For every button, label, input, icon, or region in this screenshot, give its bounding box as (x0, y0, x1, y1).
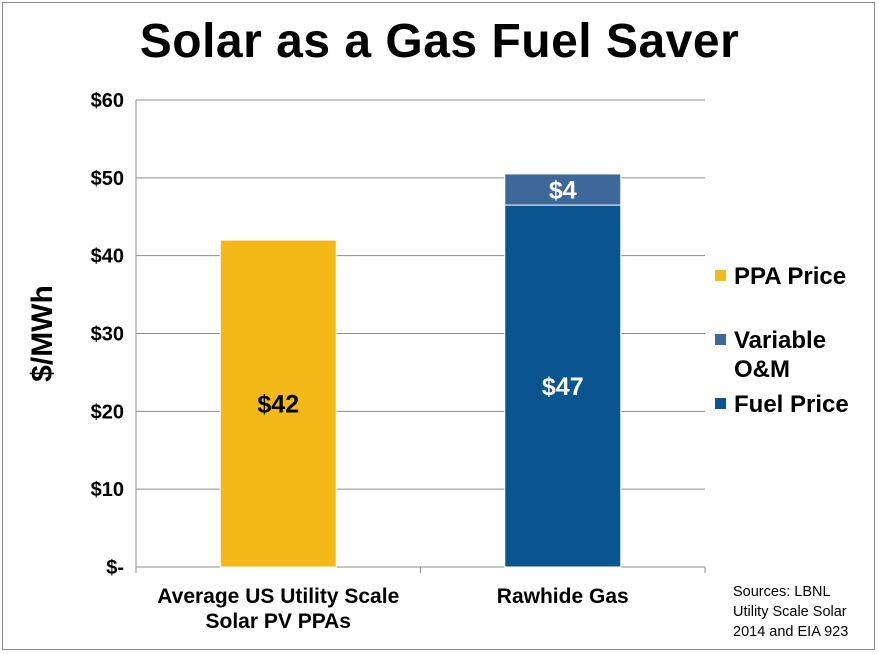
bar-segment (219, 239, 337, 568)
y-axis-title: $/MWh (26, 285, 59, 382)
x-tick-label: Rawhide Gas (497, 585, 629, 608)
y-tick-label: $50 (91, 168, 124, 190)
legend-swatch (715, 334, 726, 345)
data-label: $42 (257, 391, 299, 419)
sources-note: Sources: LBNL Utility Scale Solar 2014 a… (733, 582, 848, 642)
legend-label: PPA Price (734, 263, 846, 290)
x-tick-label: Average US Utility Scale (157, 585, 399, 608)
sources-line: Sources: LBNL (733, 584, 831, 600)
bar-segment (504, 204, 622, 568)
bar-segment (504, 173, 622, 206)
y-tick-label: $30 (91, 324, 124, 346)
y-tick-label: $10 (91, 479, 124, 501)
x-tick-label: Solar PV PPAs (205, 610, 351, 633)
y-tick-label: $40 (91, 246, 124, 268)
legend-label: O&M (734, 356, 790, 383)
data-label: $4 (549, 177, 577, 205)
y-tick-label: $20 (91, 401, 124, 423)
sources-line: Utility Scale Solar (733, 604, 847, 620)
data-label: $47 (542, 373, 584, 401)
chart-title: Solar as a Gas Fuel Saver (139, 15, 740, 68)
y-tick-label: $- (106, 557, 124, 579)
legend-label: Fuel Price (734, 391, 849, 418)
sources-line: 2014 and EIA 923 (733, 624, 849, 640)
legend-label: Variable (734, 327, 826, 354)
legend-swatch (715, 398, 726, 409)
legend-swatch (715, 270, 726, 281)
y-tick-label: $60 (91, 90, 124, 112)
